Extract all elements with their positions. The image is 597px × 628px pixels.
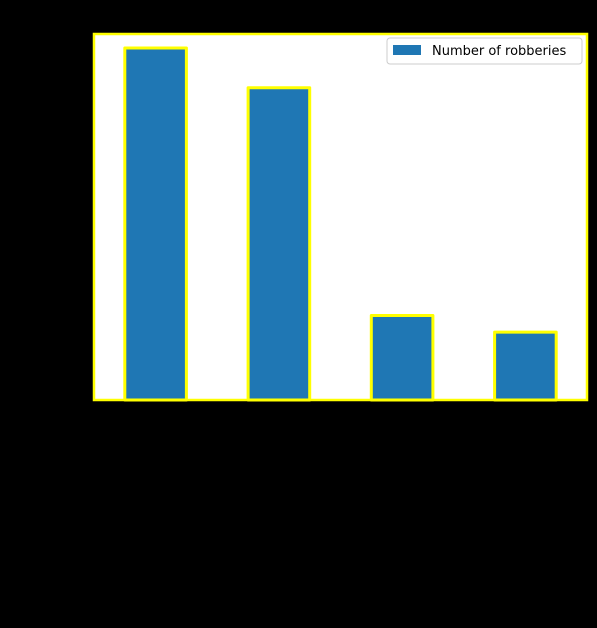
bar-1 — [123, 46, 188, 402]
plot-area-outline — [92, 32, 589, 402]
bars-group — [123, 46, 558, 402]
legend-swatch — [393, 45, 421, 55]
bar-3 — [369, 314, 435, 402]
legend: Number of robberies — [386, 37, 583, 65]
bar-2 — [246, 86, 312, 402]
legend-box — [386, 37, 583, 65]
legend-label: Number of robberies — [432, 44, 566, 59]
bar-4 — [493, 330, 558, 402]
